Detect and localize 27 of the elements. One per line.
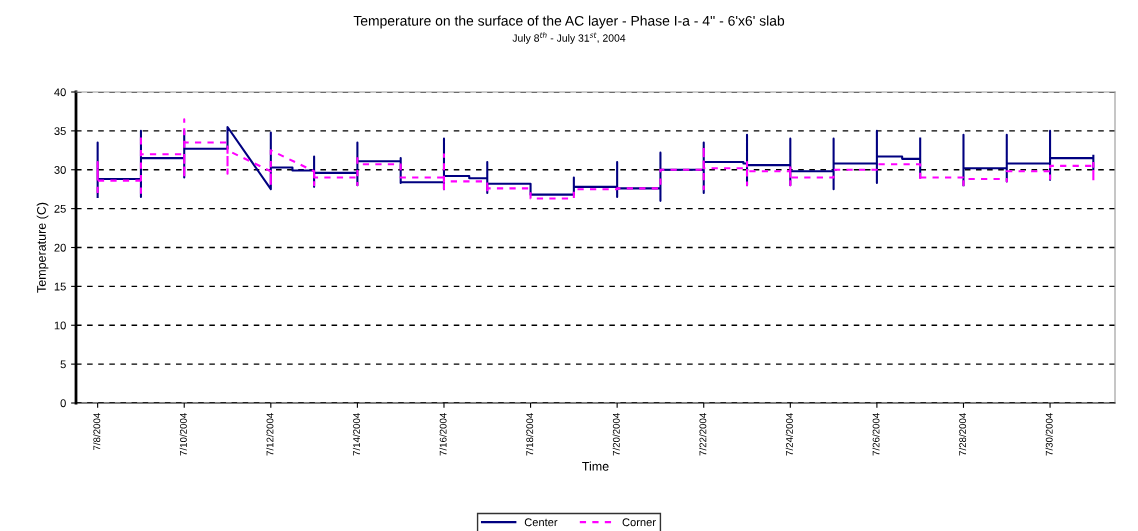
y-tick-label: 15	[54, 282, 66, 291]
y-tick-label: 30	[54, 166, 66, 174]
x-tick-label: 7/8/2004	[93, 413, 101, 451]
chart-subtitle: July 8$^{th}$ - July 31$^{st}$, 2004	[512, 32, 626, 44]
y-tick-label: 20	[54, 243, 66, 252]
x-tick-label: 7/14/2004	[352, 413, 361, 456]
y-tick-label: 5	[60, 360, 66, 369]
legend-label: Center	[524, 518, 558, 527]
x-tick-label: 7/26/2004	[872, 413, 880, 456]
y-tick-label: 10	[54, 321, 66, 330]
y-tick-label: 25	[54, 204, 66, 213]
legend-label: Corner	[622, 518, 656, 527]
x-tick-label: 7/16/2004	[439, 413, 447, 456]
x-tick-label: 7/18/2004	[526, 413, 534, 456]
x-tick-label: 7/24/2004	[785, 413, 793, 456]
x-tick-label: 7/28/2004	[958, 413, 967, 456]
x-tick-label: 7/20/2004	[612, 413, 620, 456]
x-tick-label: 7/22/2004	[699, 413, 707, 456]
chart-title: Temperature on the surface of the AC layer - Phase I-a - 4'' - 6'x6' slab	[353, 15, 785, 29]
x-axis-title: Time	[582, 461, 609, 471]
x-tick-label: 7/12/2004	[266, 413, 274, 456]
y-axis-title: Temperature (C)	[36, 202, 49, 293]
y-tick-label: 40	[54, 88, 66, 97]
y-tick-label: 35	[54, 127, 66, 136]
x-tick-label: 7/30/2004	[1045, 413, 1053, 456]
y-tick-label: 0	[60, 399, 66, 408]
x-tick-label: 7/10/2004	[179, 413, 187, 456]
